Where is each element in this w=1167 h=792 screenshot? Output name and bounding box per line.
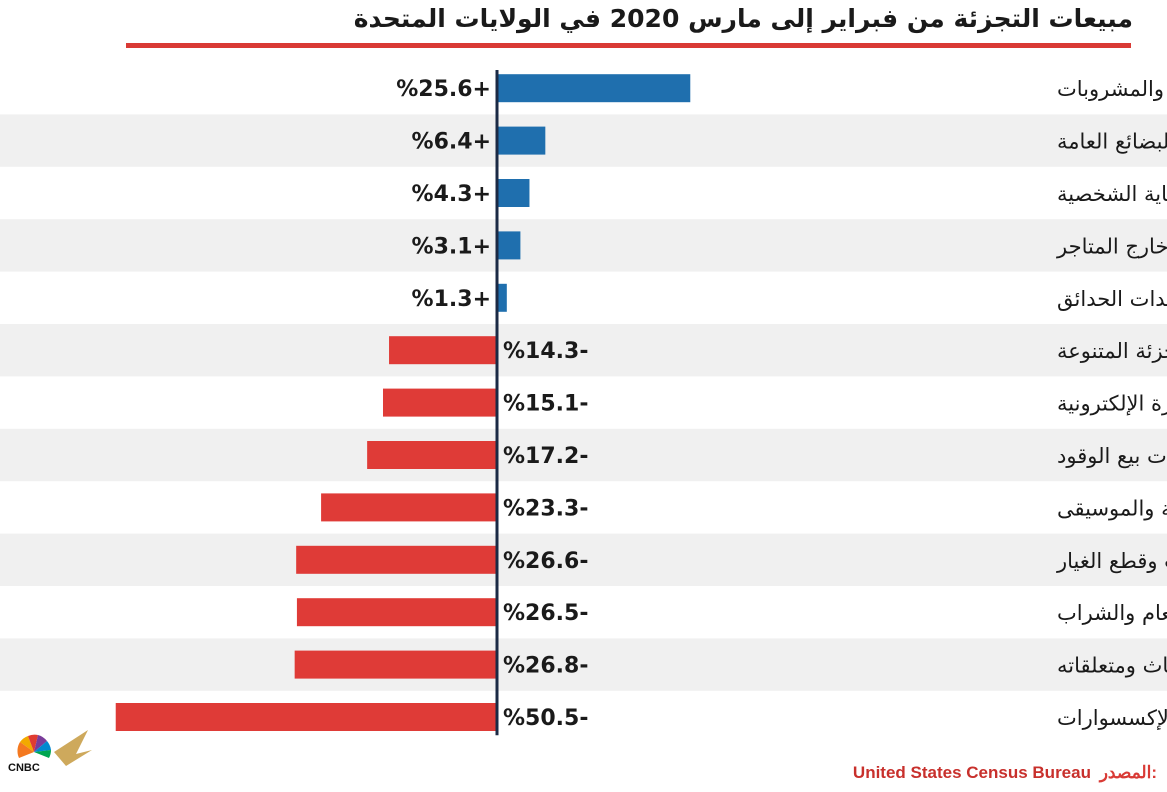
category-label: الصحة والعناية الشخصية	[1057, 182, 1167, 206]
category-label: الأجهزة الإلكترونية	[1057, 391, 1167, 416]
bar	[389, 336, 497, 365]
category-label: تجارة التجزئة خارج المتاجر	[1056, 234, 1167, 259]
row-stripe	[0, 114, 1167, 167]
bar	[296, 598, 497, 627]
value-label: %15.1-	[503, 392, 588, 417]
row-stripe	[0, 428, 1167, 482]
cnbc-peacock-logo-icon	[17, 730, 92, 766]
category-label: الأطعمة والمشروبات	[1057, 76, 1167, 101]
row-stripe	[0, 219, 1167, 272]
value-label: %26.6-	[503, 549, 588, 574]
source-value: United States Census Bureau	[852, 763, 1091, 782]
bar	[294, 650, 497, 679]
value-label: %14.3-	[503, 339, 588, 364]
value-label: %1.3+	[412, 287, 491, 312]
value-label: %3.1+	[412, 234, 491, 259]
bar	[382, 388, 497, 417]
row-stripe	[0, 324, 1167, 377]
row-stripe	[0, 533, 1167, 586]
bar	[296, 545, 497, 574]
logo-wordmark: CNBC	[8, 762, 40, 774]
bar	[367, 441, 497, 469]
category-label: بضائع المتعلقات الرياضية والموسيقى	[1057, 496, 1167, 520]
category-label: محلات الألبسة والإكسسوارات	[1057, 705, 1167, 730]
bar	[321, 493, 497, 522]
value-label: %6.4+	[412, 130, 491, 155]
bar	[497, 231, 521, 260]
row-stripe	[0, 638, 1167, 691]
source-note: United States Census Bureau المصدر:	[853, 763, 1157, 783]
category-label: أماكن تقديم الطعام والشراب	[1057, 599, 1167, 626]
bar	[497, 179, 530, 207]
value-label: %23.3-	[503, 496, 588, 521]
category-label: البضائع العامة	[1057, 130, 1167, 154]
category-label: متاجر التجزئة المتنوعة	[1057, 339, 1167, 363]
value-label: %50.5-	[503, 706, 588, 731]
bar	[497, 74, 691, 103]
bar	[497, 126, 546, 155]
value-label: %17.2-	[503, 444, 588, 469]
category-label: بيع الأثاث ومتعلقاته	[1057, 653, 1167, 678]
value-label: %26.5-	[503, 601, 588, 626]
chart-title: مبيعات التجزئة من فبراير إلى مارس 2020 ف…	[353, 4, 1133, 33]
source-label: المصدر:	[1099, 763, 1157, 782]
bar	[497, 283, 507, 312]
category-label: مواد البناء ومعدات الحدائق	[1057, 287, 1167, 311]
category-label: محطات بيع الوقود	[1057, 444, 1167, 468]
bar	[115, 703, 497, 731]
value-label: %4.3+	[412, 182, 491, 207]
title-underline	[126, 43, 1131, 48]
value-label: %25.6+	[396, 77, 491, 102]
bar-chart: الأطعمة والمشروبات %25.6+ البضائع العامة %6…	[0, 70, 1167, 736]
value-label: %26.8-	[503, 654, 588, 679]
category-label: السيارات وقطع الغيار	[1056, 549, 1167, 573]
